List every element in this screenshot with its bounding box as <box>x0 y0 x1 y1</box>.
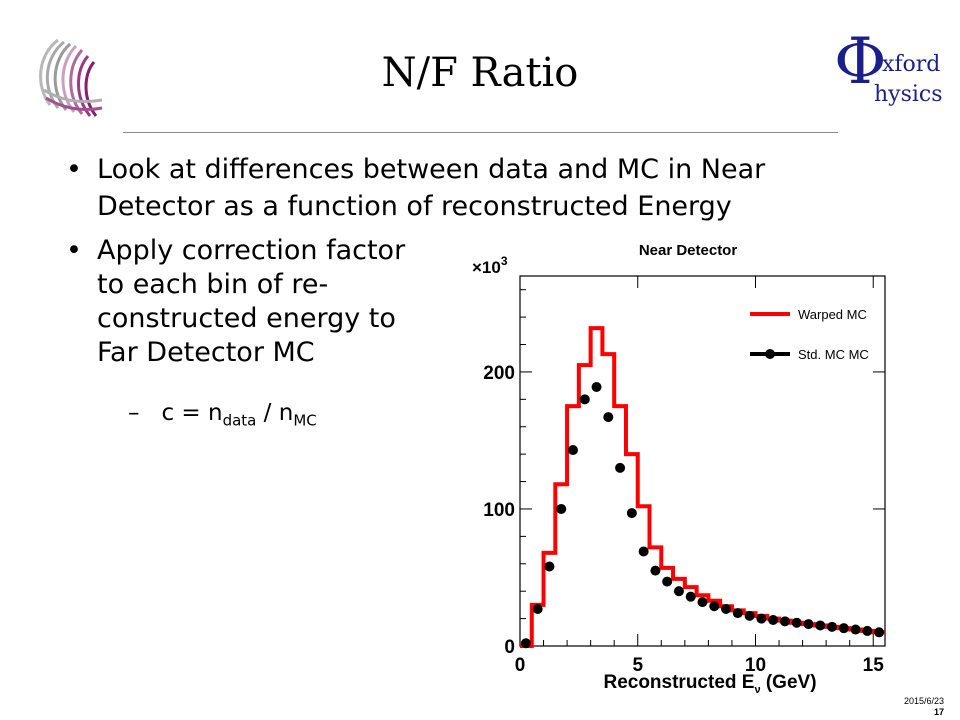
std-mc-point <box>520 638 531 649</box>
std-mc-point <box>697 597 708 608</box>
formula-prefix: c = n <box>161 400 223 426</box>
oxford-physics-logo: Φ xford hysics <box>830 30 948 118</box>
std-mc-point <box>626 508 637 519</box>
bullet-1-line-1: Look at differences between data and MC … <box>97 154 766 185</box>
std-mc-point <box>791 617 802 628</box>
chart-title: Near Detector <box>639 242 738 259</box>
std-mc-point <box>756 613 767 624</box>
near-detector-chart: Near Detector ×103 0 5 10 15 0 100 200 Warped … <box>460 228 890 698</box>
plot-frame <box>519 275 886 647</box>
x-axis-label: Reconstructed Eν (GeV) <box>603 672 816 696</box>
slide-footer: 2015/6/23 17 <box>904 696 944 718</box>
phi-logo-glyph: Φ <box>834 25 887 99</box>
std-mc-point <box>779 616 790 627</box>
bullet-dot: • <box>66 154 82 185</box>
std-mc-point <box>579 394 590 405</box>
std-mc-point <box>685 591 696 602</box>
std-mc-point <box>709 601 720 612</box>
bullet-2-line-4: Far Detector MC <box>97 337 315 368</box>
std-mc-point <box>544 561 555 572</box>
bullet-2-line-2: to each bin of re- <box>97 269 329 300</box>
formula-separator: / n <box>256 400 294 426</box>
std-mc-point <box>662 576 673 587</box>
std-mc-point <box>815 620 826 631</box>
slide-title: N/F Ratio <box>381 50 579 96</box>
std-mc-point <box>850 624 861 635</box>
formula-sub-mc: MC <box>293 411 317 430</box>
bullet-dot: • <box>66 235 82 266</box>
std-mc-point <box>591 382 602 392</box>
std-mc-point <box>567 445 578 456</box>
std-mc-point <box>650 565 661 576</box>
y-multiplier-label: ×103 <box>472 254 508 277</box>
institution-swirl-logo <box>30 30 110 125</box>
std-mc-series <box>520 382 885 649</box>
std-mc-point <box>874 627 885 638</box>
std-mc-point <box>638 546 649 557</box>
page-number: 17 <box>933 707 944 717</box>
std-mc-point <box>768 614 779 625</box>
chart-legend: Warped MC Std. MC MC <box>750 307 869 362</box>
legend-label-warped: Warped MC <box>798 307 867 322</box>
std-mc-point <box>603 412 614 423</box>
chart-frame <box>519 275 886 647</box>
std-mc-point <box>532 604 543 614</box>
y-tick-label: 100 <box>483 500 515 521</box>
std-mc-point <box>556 503 567 514</box>
title-divider <box>123 132 838 133</box>
std-mc-point <box>827 621 838 632</box>
logo-word-hysics: hysics <box>874 82 943 107</box>
logo-word-xford: xford <box>882 52 941 77</box>
std-mc-point <box>732 608 743 619</box>
std-mc-point <box>744 610 755 621</box>
bullet-2-line-3: constructed energy to <box>97 303 396 334</box>
legend-label-std: Std. MC MC <box>798 347 869 362</box>
std-mc-point <box>862 625 873 636</box>
x-tick-label: 5 <box>632 655 643 676</box>
std-mc-point <box>673 586 684 597</box>
legend-marker-std <box>765 349 775 359</box>
std-mc-point <box>803 619 814 630</box>
formula-sub-data: data <box>222 411 257 430</box>
x-tick-label: 10 <box>745 655 766 676</box>
x-tick-label: 15 <box>863 655 885 676</box>
std-mc-point <box>721 604 732 614</box>
std-mc-point <box>615 462 626 473</box>
sub-bullet-formula: – c = ndata / nMC <box>128 400 317 430</box>
x-tick-label: 0 <box>515 655 526 676</box>
y-tick-label: 200 <box>483 363 515 384</box>
chart-svg: Near Detector ×103 0 5 10 15 0 100 200 Warped … <box>472 242 886 696</box>
bullet-2-line-1: Apply correction factor <box>97 235 406 266</box>
std-mc-point <box>838 623 849 634</box>
bullet-1-line-2: Detector as a function of reconstructed … <box>97 191 732 222</box>
y-tick-label: 0 <box>504 637 515 658</box>
chart-ticks: 0 5 10 15 0 100 200 <box>483 276 885 676</box>
sub-bullet-dash: – <box>128 400 140 426</box>
footer-date: 2015/6/23 <box>903 696 944 706</box>
